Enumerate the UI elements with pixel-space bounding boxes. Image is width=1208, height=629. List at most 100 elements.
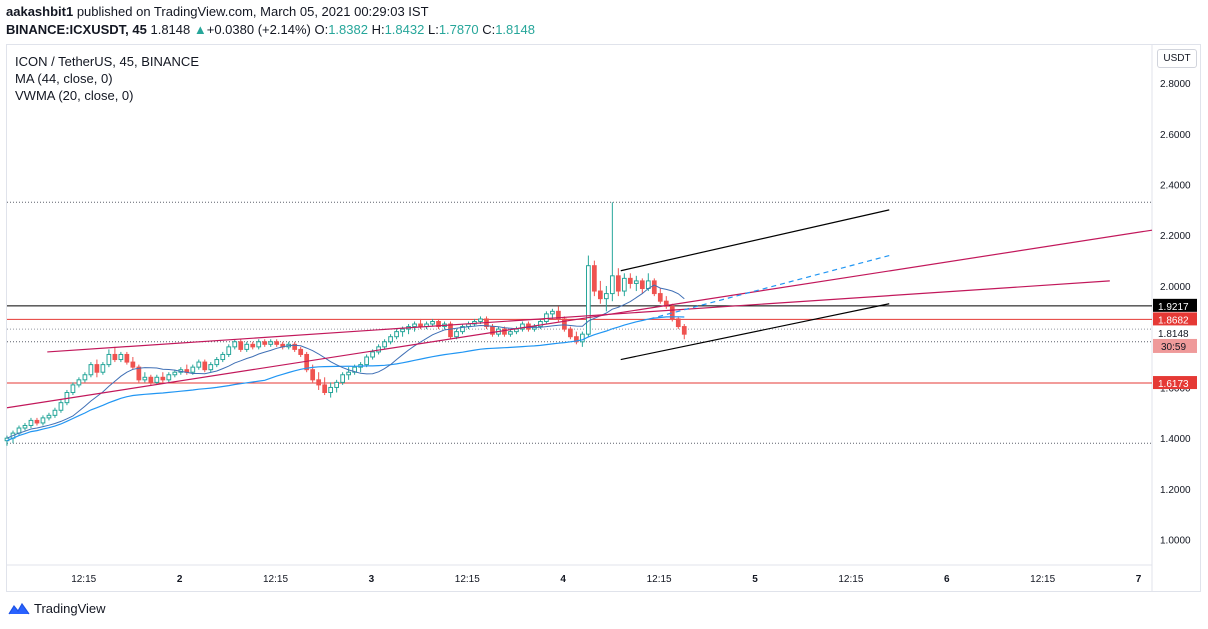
price-label-text: 1.8682: [1158, 315, 1189, 326]
candle: [88, 362, 94, 378]
candle-body: [568, 328, 573, 338]
countdown-text: 30:59: [1161, 342, 1186, 353]
candle-body: [346, 371, 351, 376]
x-tick-label: 12:15: [647, 574, 672, 585]
symbol-interval: BINANCE:ICXUSDT, 45: [6, 22, 147, 37]
tradingview-brand-text: TradingView: [34, 601, 106, 616]
candle-body: [669, 305, 675, 320]
close-value: 1.8148: [495, 22, 535, 37]
candle-body: [46, 414, 52, 419]
price-label: 1.8682: [1153, 312, 1197, 326]
legend-ma[interactable]: MA (44, close, 0): [15, 71, 113, 86]
candle: [586, 255, 591, 337]
candle-body: [106, 353, 112, 366]
legend-title[interactable]: ICON / TetherUS, 45, BINANCE: [15, 54, 199, 69]
candle: [94, 359, 100, 378]
candle: [430, 318, 435, 327]
candle: [639, 278, 645, 294]
candle-body: [214, 359, 220, 366]
x-tick-label: 6: [944, 574, 950, 585]
candle: [220, 351, 226, 363]
publisher-name[interactable]: aakashbit1: [6, 4, 74, 19]
candle-body: [562, 318, 567, 330]
candle: [148, 374, 154, 385]
candle: [603, 285, 609, 312]
candle: [34, 417, 40, 426]
candle-body: [148, 376, 154, 383]
trendline: [620, 303, 890, 361]
candle-body: [124, 353, 130, 363]
candle: [64, 389, 70, 406]
candle: [394, 329, 399, 340]
candle: [340, 372, 345, 385]
candle: [316, 372, 322, 390]
candle: [280, 341, 286, 350]
candle: [412, 321, 417, 332]
high-value: 1.8432: [384, 22, 425, 37]
candle: [346, 367, 351, 380]
candle: [568, 326, 573, 340]
open-value: 1.8382: [328, 22, 368, 37]
candle-body: [538, 320, 543, 328]
price-change: +0.0380 (+2.14%): [206, 22, 311, 37]
x-tick-label: 5: [752, 574, 758, 585]
footer-brand[interactable]: TradingView: [8, 601, 106, 616]
candle: [322, 377, 328, 396]
candle: [615, 268, 621, 297]
candle-body: [382, 341, 387, 348]
candle-body: [621, 277, 627, 292]
candle-body: [202, 361, 208, 371]
currency-label[interactable]: USDT: [1157, 49, 1197, 68]
candle: [388, 334, 393, 345]
up-arrow-icon: ▲: [193, 22, 207, 37]
candle: [298, 346, 304, 357]
candle-body: [220, 353, 226, 361]
candle-body: [118, 353, 124, 361]
trendline: [649, 254, 890, 320]
candle: [112, 346, 118, 363]
candle: [76, 377, 82, 388]
candle-body: [292, 343, 298, 350]
candle-body: [52, 409, 58, 416]
candle-body: [130, 361, 136, 368]
candle: [142, 372, 148, 383]
candle-body: [580, 333, 585, 343]
candle: [250, 341, 256, 350]
x-tick-label: 7: [1136, 574, 1142, 585]
legend-vwma[interactable]: VWMA (20, close, 0): [15, 88, 134, 103]
candle-body: [328, 386, 334, 394]
candle-body: [400, 328, 405, 333]
candle-body: [22, 424, 28, 429]
candle-body: [592, 265, 597, 292]
candle: [358, 362, 363, 373]
candle-body: [250, 343, 256, 348]
candle-body: [430, 320, 435, 325]
y-tick-label: 2.2000: [1160, 231, 1191, 242]
candle: [508, 329, 513, 337]
close-label: C:: [482, 22, 496, 37]
candle-body: [651, 280, 657, 295]
candle: [58, 400, 64, 413]
candle: [592, 260, 597, 297]
candle-body: [412, 323, 417, 328]
candle-body: [58, 402, 64, 411]
candle: [262, 339, 268, 347]
candle-body: [615, 275, 621, 292]
y-tick-label: 2.4000: [1160, 181, 1191, 192]
candle: [633, 275, 639, 292]
candle-body: [94, 364, 100, 373]
candle: [10, 430, 16, 444]
candle: [544, 311, 549, 325]
candle: [448, 321, 453, 340]
y-tick-label: 2.8000: [1160, 79, 1191, 90]
chart-panel[interactable]: [6, 44, 1201, 592]
countdown-bg: [1153, 338, 1197, 353]
candle: [46, 412, 52, 421]
candle-body: [262, 341, 268, 345]
candle-body: [100, 364, 106, 373]
candle-body: [544, 313, 549, 322]
candle-body: [70, 384, 76, 394]
price-label: 1.6173: [1153, 376, 1197, 390]
candle-body: [657, 293, 663, 302]
